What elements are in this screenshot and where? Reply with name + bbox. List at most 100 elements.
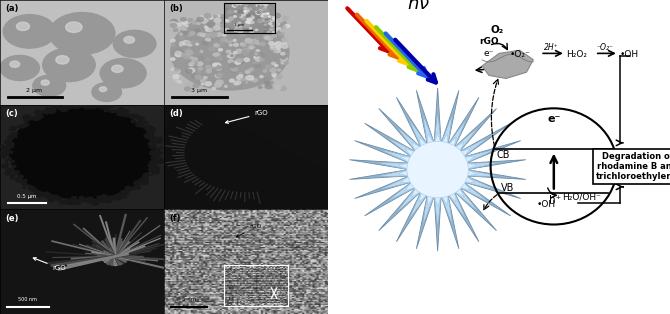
Circle shape xyxy=(192,74,199,78)
Circle shape xyxy=(198,67,202,70)
Circle shape xyxy=(238,3,241,5)
Circle shape xyxy=(263,25,269,29)
Circle shape xyxy=(194,71,199,75)
Circle shape xyxy=(192,58,198,61)
Circle shape xyxy=(171,15,289,90)
Circle shape xyxy=(186,54,189,56)
Circle shape xyxy=(255,29,258,31)
Circle shape xyxy=(271,18,274,20)
Circle shape xyxy=(236,60,241,63)
Circle shape xyxy=(239,55,243,57)
Circle shape xyxy=(48,198,54,202)
Circle shape xyxy=(82,102,86,105)
Circle shape xyxy=(272,31,276,34)
Circle shape xyxy=(271,25,273,27)
Circle shape xyxy=(180,33,183,35)
Circle shape xyxy=(271,29,273,30)
Circle shape xyxy=(24,121,26,122)
Circle shape xyxy=(191,57,198,62)
Circle shape xyxy=(39,111,44,114)
Circle shape xyxy=(249,41,255,44)
Circle shape xyxy=(281,57,287,61)
Circle shape xyxy=(247,26,253,30)
Circle shape xyxy=(174,29,178,31)
Circle shape xyxy=(273,17,274,18)
Circle shape xyxy=(141,125,145,127)
Circle shape xyxy=(277,69,281,71)
Circle shape xyxy=(9,158,11,160)
Circle shape xyxy=(229,27,232,30)
Circle shape xyxy=(269,24,274,28)
Circle shape xyxy=(151,174,153,175)
Circle shape xyxy=(244,78,249,81)
Circle shape xyxy=(76,201,81,204)
Circle shape xyxy=(192,72,197,75)
Circle shape xyxy=(115,110,118,112)
Circle shape xyxy=(242,24,249,28)
Circle shape xyxy=(10,61,19,67)
Circle shape xyxy=(16,22,29,30)
Circle shape xyxy=(92,105,97,109)
Circle shape xyxy=(105,198,113,203)
Circle shape xyxy=(99,198,106,202)
Circle shape xyxy=(183,31,188,35)
Circle shape xyxy=(273,43,278,46)
Circle shape xyxy=(226,19,231,22)
Circle shape xyxy=(281,52,285,55)
Circle shape xyxy=(273,50,277,52)
Circle shape xyxy=(148,164,153,167)
Circle shape xyxy=(225,8,227,10)
Circle shape xyxy=(35,116,41,120)
Circle shape xyxy=(43,48,95,82)
Circle shape xyxy=(251,12,257,15)
Circle shape xyxy=(7,142,14,146)
Circle shape xyxy=(271,48,274,50)
Text: (b): (b) xyxy=(169,4,183,13)
Circle shape xyxy=(72,199,80,204)
Text: (f): (f) xyxy=(169,214,181,223)
Circle shape xyxy=(244,24,249,27)
Circle shape xyxy=(231,67,238,71)
Circle shape xyxy=(239,73,243,75)
Circle shape xyxy=(241,51,249,55)
Circle shape xyxy=(216,15,220,17)
Circle shape xyxy=(243,85,247,88)
Circle shape xyxy=(232,4,237,7)
Circle shape xyxy=(7,143,14,148)
Circle shape xyxy=(193,62,198,65)
Circle shape xyxy=(227,53,234,58)
Circle shape xyxy=(265,5,267,6)
Circle shape xyxy=(271,23,277,27)
Circle shape xyxy=(249,28,251,29)
Circle shape xyxy=(262,19,265,21)
Text: rGO: rGO xyxy=(34,258,66,271)
Circle shape xyxy=(82,199,86,202)
Circle shape xyxy=(10,127,16,130)
Circle shape xyxy=(10,177,13,179)
Circle shape xyxy=(149,136,156,141)
Circle shape xyxy=(66,105,71,109)
Text: rGO: rGO xyxy=(479,36,498,46)
Circle shape xyxy=(134,181,142,186)
Circle shape xyxy=(234,3,239,6)
Circle shape xyxy=(249,19,251,20)
Circle shape xyxy=(270,68,276,72)
Circle shape xyxy=(70,106,73,109)
Circle shape xyxy=(272,74,277,77)
Text: ⁻O₂⁻: ⁻O₂⁻ xyxy=(596,43,614,51)
Circle shape xyxy=(34,110,41,114)
Circle shape xyxy=(35,191,42,195)
Circle shape xyxy=(18,180,21,182)
Circle shape xyxy=(229,44,232,46)
Circle shape xyxy=(143,175,148,178)
Circle shape xyxy=(265,26,269,29)
Circle shape xyxy=(258,6,260,7)
Circle shape xyxy=(226,29,228,30)
Circle shape xyxy=(51,108,56,111)
Text: (d): (d) xyxy=(169,109,183,118)
Text: 2 μm: 2 μm xyxy=(26,88,42,93)
Circle shape xyxy=(285,24,289,28)
Circle shape xyxy=(24,184,27,186)
Circle shape xyxy=(183,55,190,59)
Circle shape xyxy=(246,24,250,26)
